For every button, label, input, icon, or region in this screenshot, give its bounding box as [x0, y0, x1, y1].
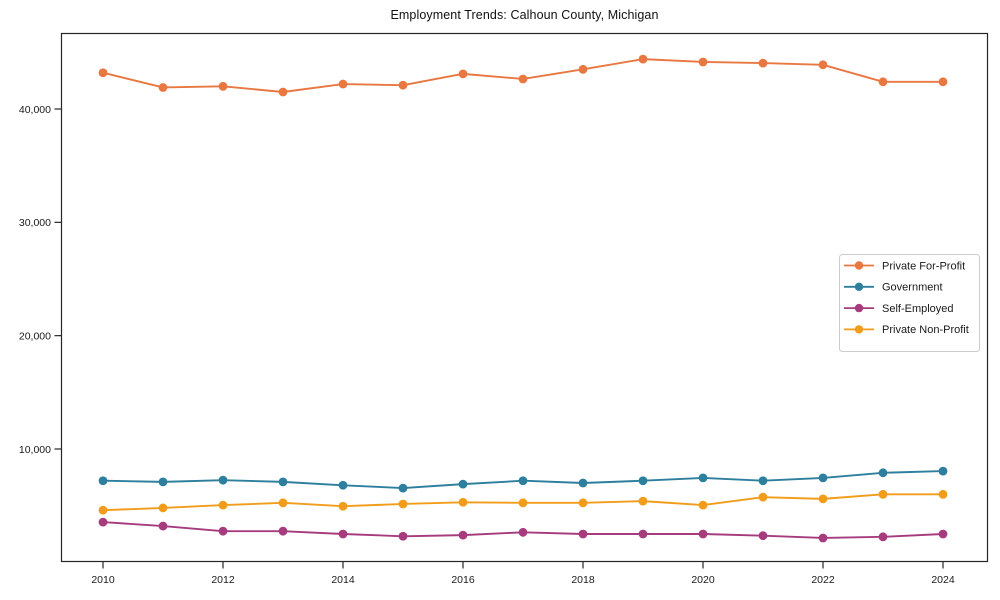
data-point-private-non-profit: [278, 498, 288, 508]
x-tick-label: 2022: [811, 574, 835, 586]
data-point-private-non-profit: [98, 505, 108, 515]
data-point-self-employed: [518, 527, 528, 537]
legend-label: Private Non-Profit: [882, 324, 969, 336]
data-point-government: [818, 473, 828, 483]
data-point-private-for-profit: [938, 77, 948, 87]
legend-box: [839, 254, 980, 352]
data-point-self-employed: [878, 532, 888, 542]
legend-label: Government: [882, 282, 943, 294]
data-point-private-non-profit: [638, 496, 648, 506]
data-point-self-employed: [458, 530, 468, 540]
data-point-private-for-profit: [158, 83, 168, 92]
x-tick-label: 2016: [451, 574, 475, 586]
data-point-government: [398, 483, 408, 493]
data-point-private-for-profit: [518, 74, 528, 84]
data-point-government: [98, 476, 108, 486]
data-point-private-non-profit: [758, 492, 768, 502]
data-point-government: [638, 476, 648, 486]
data-point-self-employed: [638, 529, 648, 539]
data-point-private-for-profit: [638, 54, 648, 64]
data-point-private-non-profit: [218, 500, 228, 510]
data-point-self-employed: [698, 529, 708, 539]
data-point-private-for-profit: [878, 77, 888, 87]
data-point-private-for-profit: [218, 81, 228, 91]
data-point-government: [218, 475, 228, 485]
data-point-private-non-profit: [938, 489, 948, 499]
data-point-private-for-profit: [98, 68, 108, 78]
legend-sample-marker: [854, 303, 864, 313]
data-point-private-for-profit: [758, 58, 768, 68]
axes-frame: [60, 32, 989, 563]
data-point-private-non-profit: [578, 498, 588, 508]
data-point-government: [518, 476, 528, 486]
data-point-private-non-profit: [878, 489, 888, 499]
chart-title: Employment Trends: Calhoun County, Michi…: [390, 8, 659, 22]
data-point-self-employed: [578, 529, 588, 539]
data-point-private-for-profit: [578, 64, 588, 74]
data-point-private-for-profit: [338, 79, 348, 89]
y-tick-label: 20,000: [19, 330, 51, 342]
data-point-self-employed: [98, 517, 108, 527]
data-point-government: [578, 478, 588, 488]
x-tick-label: 2020: [691, 574, 715, 586]
x-tick-label: 2024: [931, 574, 955, 586]
data-point-private-for-profit: [818, 60, 828, 70]
data-point-government: [758, 476, 768, 486]
data-point-private-non-profit: [518, 498, 528, 508]
x-tick-label: 2012: [211, 574, 235, 586]
data-point-self-employed: [398, 531, 408, 541]
y-tick-label: 40,000: [19, 104, 51, 116]
data-point-self-employed: [938, 529, 948, 539]
data-point-private-non-profit: [458, 497, 468, 507]
data-point-self-employed: [818, 533, 828, 543]
data-point-private-non-profit: [398, 499, 408, 509]
legend-label: Private For-Profit: [882, 260, 965, 272]
data-point-self-employed: [218, 526, 228, 536]
legend-sample-marker: [854, 282, 864, 291]
data-point-self-employed: [278, 526, 288, 536]
data-point-government: [878, 468, 888, 478]
x-tick-label: 2014: [331, 574, 355, 586]
data-point-private-for-profit: [278, 87, 288, 97]
legend-sample-marker: [854, 261, 864, 270]
data-point-government: [938, 466, 948, 476]
y-tick-label: 10,000: [19, 444, 51, 456]
data-point-private-for-profit: [698, 57, 708, 67]
y-tick-label: 30,000: [19, 217, 51, 229]
data-point-government: [458, 479, 468, 489]
data-point-self-employed: [158, 521, 168, 531]
data-point-government: [158, 477, 168, 487]
legend-sample-marker: [854, 325, 864, 334]
data-point-government: [278, 477, 288, 487]
data-point-private-for-profit: [398, 80, 408, 90]
data-point-government: [338, 480, 348, 490]
data-point-government: [698, 473, 708, 483]
data-point-self-employed: [338, 529, 348, 539]
data-point-private-non-profit: [338, 501, 348, 511]
data-point-self-employed: [758, 531, 768, 541]
data-point-private-non-profit: [818, 494, 828, 504]
data-point-private-non-profit: [158, 503, 168, 513]
x-tick-label: 2018: [571, 574, 595, 586]
data-point-private-for-profit: [458, 69, 468, 79]
data-point-private-non-profit: [698, 500, 708, 510]
legend-label: Self-Employed: [882, 303, 954, 315]
x-tick-label: 2010: [91, 574, 115, 586]
